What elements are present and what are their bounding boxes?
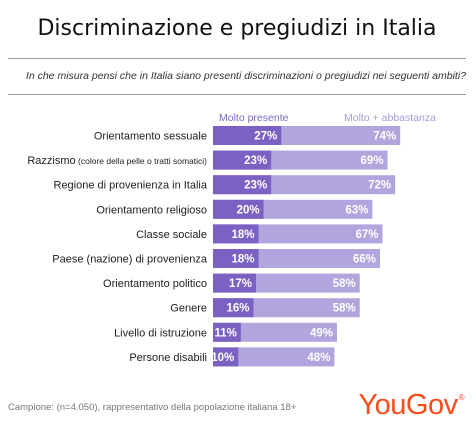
value-label-molto-presente: 17%	[229, 278, 252, 290]
bar-molto-presente	[213, 347, 239, 367]
value-label-molto-abbastanza: 67%	[355, 229, 378, 241]
bar-molto-presente	[213, 224, 259, 244]
value-label-molto-presente: 23%	[244, 180, 267, 192]
value-label-molto-presente: 11%	[214, 327, 236, 339]
bar-molto-presente	[213, 273, 257, 293]
bar-molto-abbastanza	[213, 322, 337, 342]
bar-molto-presente	[213, 150, 272, 170]
title-divider	[8, 58, 466, 59]
value-label-molto-presente: 20%	[237, 204, 260, 216]
legend-molto-presente: Molto presente	[219, 112, 289, 124]
value-label-molto-presente: 16%	[226, 303, 249, 315]
value-label-molto-presente: 23%	[244, 155, 267, 167]
category-label: Genere	[170, 303, 207, 315]
value-label-molto-abbastanza: 72%	[368, 180, 391, 192]
category-label: Paese (nazione) di provenienza	[52, 254, 208, 266]
bar-molto-presente	[213, 322, 241, 342]
value-label-molto-abbastanza: 48%	[307, 352, 330, 364]
value-label-molto-presente: 18%	[232, 229, 255, 241]
category-label: Orientamento politico	[103, 278, 207, 290]
category-label: Orientamento sessuale	[94, 131, 207, 143]
yougov-logo: YouGov®	[358, 389, 464, 422]
legend-molto-abbastanza: Molto + abbastanza	[344, 112, 436, 124]
bar-molto-presente	[213, 175, 272, 195]
bar-molto-presente	[213, 199, 264, 219]
category-label: Orientamento religioso	[96, 204, 207, 216]
category-label: Regione di provenienza in Italia	[54, 180, 208, 192]
bar-molto-presente	[213, 298, 254, 318]
value-label-molto-abbastanza: 58%	[333, 278, 356, 290]
sample-note: Campione: (n=4.050), rappresentativo del…	[8, 402, 297, 413]
value-label-molto-abbastanza: 58%	[333, 303, 356, 315]
registered-mark: ®	[458, 393, 465, 402]
page-title: Discriminazione e pregiudizi in Italia	[37, 16, 437, 41]
category-label: Classe sociale	[136, 229, 207, 241]
category-label: Razzismo (colore della pelle o tratti so…	[27, 155, 207, 167]
value-label-molto-presente: 18%	[232, 254, 255, 266]
survey-question: In che misura pensi che in Italia siano …	[25, 70, 466, 82]
bar-molto-presente	[213, 249, 259, 268]
category-label: Persone disabili	[129, 352, 207, 364]
brand-name: YouGov	[358, 389, 458, 421]
question-divider	[8, 94, 466, 95]
value-label-molto-abbastanza: 63%	[345, 204, 368, 216]
category-label: Livello di istruzione	[114, 327, 207, 339]
bar-molto-abbastanza	[213, 347, 335, 367]
value-label-molto-abbastanza: 69%	[361, 155, 384, 167]
value-label-molto-presente: 10%	[211, 352, 234, 364]
value-label-molto-abbastanza: 66%	[353, 254, 376, 266]
bar-molto-presente	[213, 126, 282, 145]
value-label-molto-abbastanza: 49%	[310, 327, 333, 339]
value-label-molto-abbastanza: 74%	[373, 131, 396, 143]
value-label-molto-presente: 27%	[254, 131, 277, 143]
